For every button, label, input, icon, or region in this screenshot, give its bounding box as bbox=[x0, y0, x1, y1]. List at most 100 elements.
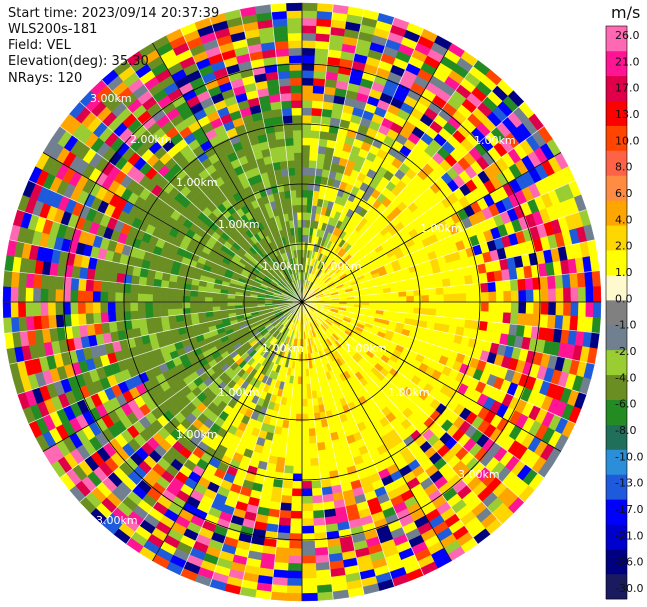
velocity-gate bbox=[270, 591, 287, 601]
colorbar-tick-label: 26.0 bbox=[615, 29, 640, 42]
velocity-gate bbox=[301, 159, 310, 168]
range-ring-label: 3.00km bbox=[96, 514, 138, 527]
colorbar-tick-label: -6.0 bbox=[615, 398, 636, 411]
velocity-gate bbox=[435, 308, 445, 318]
velocity-gate bbox=[301, 585, 318, 594]
velocity-gate bbox=[2, 286, 12, 303]
velocity-gate bbox=[301, 480, 313, 490]
ray-separator bbox=[270, 301, 303, 600]
velocity-gate bbox=[301, 525, 315, 534]
velocity-gate bbox=[271, 584, 288, 594]
velocity-gate bbox=[301, 10, 318, 19]
velocity-gate bbox=[292, 465, 303, 475]
velocity-gate bbox=[376, 297, 385, 303]
velocity-gate bbox=[3, 270, 13, 287]
velocity-gate bbox=[301, 25, 317, 34]
velocity-gate bbox=[130, 274, 140, 286]
colorbar-tick-label: -21.0 bbox=[615, 529, 643, 542]
velocity-gate bbox=[277, 524, 291, 534]
velocity-gate bbox=[301, 436, 310, 445]
velocity-gate bbox=[368, 297, 378, 303]
velocity-gate bbox=[428, 308, 437, 317]
velocity-gate bbox=[286, 577, 303, 587]
velocity-gate bbox=[100, 311, 109, 324]
velocity-gate bbox=[70, 289, 79, 303]
velocity-gate bbox=[465, 292, 475, 303]
velocity-gate bbox=[383, 297, 392, 303]
velocity-gate bbox=[310, 465, 321, 474]
velocity-gate bbox=[294, 167, 303, 176]
ray-separator bbox=[301, 4, 334, 303]
velocity-gate bbox=[33, 273, 43, 289]
velocity-gate bbox=[315, 427, 324, 437]
velocity-gate bbox=[465, 283, 474, 294]
velocity-gate bbox=[576, 316, 586, 332]
velocity-gate bbox=[311, 495, 324, 504]
velocity-gate bbox=[295, 421, 303, 430]
velocity-gate bbox=[159, 286, 169, 296]
ray-separator bbox=[301, 79, 503, 303]
velocity-gate bbox=[301, 40, 316, 49]
velocity-gate bbox=[315, 160, 325, 170]
velocity-gate bbox=[478, 272, 489, 284]
velocity-gate bbox=[301, 354, 306, 363]
ray-separator bbox=[301, 301, 600, 334]
ray-separator bbox=[180, 301, 303, 576]
velocity-gate bbox=[296, 398, 303, 407]
velocity-gate bbox=[277, 145, 287, 155]
azimuth-line bbox=[152, 42, 303, 303]
velocity-gate bbox=[274, 40, 289, 50]
velocity-gate bbox=[346, 299, 355, 303]
velocity-gate bbox=[287, 570, 303, 579]
colorbar-swatch bbox=[606, 125, 627, 151]
velocity-gate bbox=[55, 275, 65, 290]
velocity-gate bbox=[279, 509, 292, 519]
velocity-gate bbox=[277, 70, 291, 80]
velocity-gate bbox=[577, 286, 587, 303]
velocity-gate bbox=[159, 308, 169, 318]
ray-separator bbox=[301, 301, 587, 395]
velocity-gate bbox=[70, 301, 79, 315]
velocity-gate bbox=[295, 189, 303, 198]
velocity-gate bbox=[159, 301, 168, 310]
velocity-gate bbox=[293, 152, 303, 161]
velocity-gate bbox=[316, 576, 332, 586]
colorbar-swatch bbox=[606, 175, 627, 201]
velocity-gate bbox=[32, 301, 41, 317]
ray-separator bbox=[301, 301, 525, 503]
velocity-gate bbox=[138, 276, 148, 286]
velocity-gate bbox=[273, 561, 289, 571]
velocity-gate bbox=[272, 569, 289, 579]
velocity-gate bbox=[288, 420, 296, 430]
velocity-gate bbox=[288, 55, 303, 64]
velocity-gate bbox=[115, 320, 126, 332]
velocity-gate bbox=[99, 301, 109, 313]
ray-separator bbox=[270, 4, 303, 303]
colorbar-swatch bbox=[606, 150, 627, 176]
velocity-gate bbox=[309, 137, 320, 147]
velocity-gate bbox=[241, 301, 250, 306]
velocity-gate bbox=[287, 32, 303, 41]
start-time: Start time: 2023/09/14 20:37:39 bbox=[8, 6, 220, 21]
velocity-gate bbox=[569, 272, 579, 289]
velocity-gate bbox=[518, 301, 527, 314]
velocity-gate bbox=[287, 428, 296, 437]
velocity-gate bbox=[427, 315, 437, 324]
ray-separator bbox=[239, 9, 303, 303]
velocity-gate bbox=[486, 321, 496, 333]
velocity-gate bbox=[301, 383, 307, 392]
velocity-gate bbox=[219, 301, 228, 307]
velocity-gate bbox=[297, 227, 303, 236]
velocity-gate bbox=[314, 539, 329, 549]
velocity-gate bbox=[301, 174, 309, 183]
velocity-gate bbox=[301, 227, 307, 236]
velocity-gate bbox=[464, 318, 474, 330]
velocity-gate bbox=[274, 130, 286, 140]
velocity-gate bbox=[315, 561, 331, 571]
velocity-gate bbox=[539, 314, 549, 329]
velocity-gate bbox=[294, 428, 303, 437]
velocity-gate bbox=[398, 301, 407, 308]
velocity-gate bbox=[301, 129, 312, 139]
velocity-gate bbox=[480, 301, 490, 313]
velocity-gate bbox=[167, 308, 176, 317]
